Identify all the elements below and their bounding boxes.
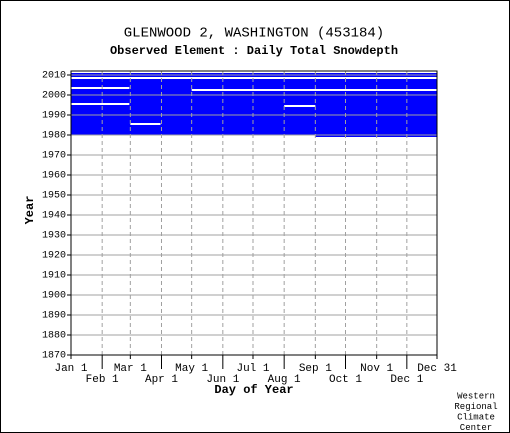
y-tick-label: 1960	[42, 171, 66, 182]
y-tick-label: 1900	[42, 291, 66, 302]
y-axis-label: Year	[23, 196, 37, 225]
credit-line: Center	[460, 423, 492, 433]
x-axis-label: Day of Year	[214, 383, 293, 397]
chart-title: GLENWOOD 2, WASHINGTON (453184)	[124, 26, 384, 42]
gap-block	[71, 77, 437, 79]
x-tick-label: Apr 1	[145, 374, 178, 386]
y-tick-label: 1980	[42, 131, 66, 142]
y-tick-label: 1890	[42, 311, 66, 322]
gap-block	[191, 89, 437, 91]
gap-block	[71, 87, 130, 89]
x-tick-label: Feb 1	[86, 374, 119, 386]
y-tick-label: 2010	[42, 71, 66, 82]
y-tick-label: 2000	[42, 91, 66, 102]
plot-frame	[70, 70, 438, 356]
x-tick-label: Aug 1	[268, 374, 301, 386]
x-tick-label: Dec 31	[417, 363, 457, 375]
x-tick-label: Jun 1	[206, 374, 239, 386]
x-tick-label: Nov 1	[360, 363, 393, 375]
y-tick-label: 1970	[42, 151, 66, 162]
x-tick-label: Jul 1	[236, 363, 269, 375]
chart-subtitle: Observed Element : Daily Total Snowdepth	[110, 44, 398, 58]
x-tick-label: Dec 1	[390, 374, 423, 386]
x-tick-label: Sep 1	[299, 363, 332, 375]
y-tick-label: 1920	[42, 251, 66, 262]
gap-block	[130, 123, 161, 125]
credit-line: Climate	[457, 412, 495, 422]
gap-block	[71, 103, 130, 105]
x-tick-label: Oct 1	[329, 374, 362, 386]
x-tick-label: Jan 1	[54, 363, 87, 375]
y-tick-label: 1880	[42, 331, 66, 342]
gap-block	[284, 105, 316, 107]
y-tick-label: 1940	[42, 211, 66, 222]
x-tick-label: Mar 1	[114, 363, 147, 375]
y-tick-label: 1990	[42, 111, 66, 122]
y-tick-label: 1870	[42, 351, 66, 362]
y-tick-label: 1950	[42, 191, 66, 202]
credit-line: Western	[457, 391, 495, 401]
coverage-block	[315, 135, 437, 137]
credit-line: Regional	[454, 402, 497, 412]
y-tick-label: 1910	[42, 271, 66, 282]
y-tick-label: 1930	[42, 231, 66, 242]
x-tick-label: May 1	[175, 363, 208, 375]
